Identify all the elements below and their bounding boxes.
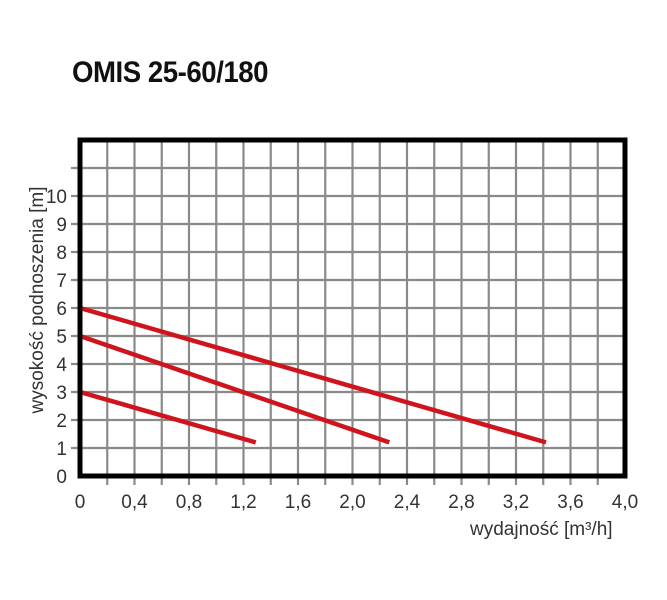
x-tick-label: 3,6 <box>557 492 583 513</box>
chart-title: OMIS 25-60/180 <box>72 56 269 89</box>
y-tick-label: 9 <box>56 215 67 236</box>
x-tick-label: 2,0 <box>339 492 365 513</box>
y-tick-label: 8 <box>56 243 67 264</box>
y-tick-label: 7 <box>56 271 67 292</box>
x-tick-label: 2,8 <box>448 492 474 513</box>
x-tick-labels: 0 0,4 0,8 1,2 1,6 2,0 2,4 2,8 3,2 3,6 4,0 <box>75 492 639 513</box>
y-tick-label: 2 <box>56 411 67 432</box>
y-tick-label: 0 <box>56 467 67 488</box>
x-tick-label: 4,0 <box>612 492 638 513</box>
x-tick-label: 1,6 <box>285 492 311 513</box>
y-tick-label: 10 <box>46 187 67 208</box>
curves <box>79 305 547 445</box>
pump-curve-2 <box>79 333 391 445</box>
x-tick-label: 0,4 <box>121 492 148 513</box>
pump-curve-1 <box>79 389 257 445</box>
x-tick-label: 1,2 <box>230 492 256 513</box>
y-tick-label: 5 <box>56 327 67 348</box>
x-tick-label: 0,8 <box>176 492 202 513</box>
y-tick-label: 6 <box>56 299 67 320</box>
y-tick-label: 3 <box>56 383 67 404</box>
x-tick-label: 0 <box>75 492 86 513</box>
y-tick-labels: 0 1 2 3 4 5 6 7 8 9 10 <box>46 187 68 488</box>
grid-lines <box>71 140 625 485</box>
plot-frame <box>77 137 628 479</box>
pump-curve-3 <box>79 305 547 445</box>
x-tick-label: 2,4 <box>394 492 421 513</box>
y-tick-label: 1 <box>56 439 67 460</box>
x-tick-label: 3,2 <box>503 492 529 513</box>
y-tick-label: 4 <box>56 355 67 376</box>
x-axis-label: wydajność [m³/h] <box>470 519 613 540</box>
